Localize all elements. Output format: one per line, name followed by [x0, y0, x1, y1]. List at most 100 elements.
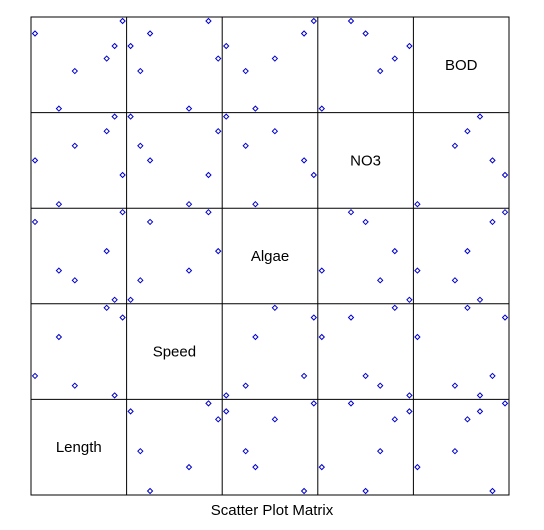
point-algae-vs-bod-4	[476, 296, 484, 304]
point-speed-vs-algae-4	[222, 392, 230, 399]
point-bod-vs-speed-1	[185, 105, 193, 112]
point-algae-vs-bod-0	[489, 218, 496, 226]
point-algae-vs-bod-1	[414, 267, 421, 274]
point-speed-vs-length-0	[31, 372, 39, 380]
point-speed-vs-length-3	[103, 304, 110, 312]
point-bod-vs-speed-4	[127, 42, 134, 50]
point-algae-vs-no3-5	[347, 208, 355, 216]
variable-label-length: Length	[56, 439, 102, 456]
point-speed-vs-algae-2	[242, 382, 249, 389]
point-no3-vs-bod-5	[501, 171, 509, 179]
point-length-vs-bod-3	[464, 416, 471, 423]
point-bod-vs-algae-2	[242, 67, 249, 75]
point-no3-vs-bod-1	[414, 200, 421, 208]
point-length-vs-no3-1	[318, 463, 326, 471]
point-speed-vs-bod-0	[489, 372, 496, 380]
point-bod-vs-no3-2	[376, 67, 384, 75]
point-no3-vs-algae-4	[222, 113, 230, 120]
point-algae-vs-length-5	[119, 208, 126, 216]
point-speed-vs-algae-5	[310, 314, 318, 321]
point-length-vs-no3-0	[362, 487, 369, 495]
point-length-vs-speed-4	[127, 408, 134, 415]
point-algae-vs-no3-1	[318, 267, 326, 274]
variable-label-algae: Algae	[251, 248, 289, 265]
point-algae-vs-length-4	[111, 296, 118, 304]
point-no3-vs-length-5	[119, 171, 126, 179]
point-no3-vs-bod-0	[489, 157, 496, 164]
point-bod-vs-length-5	[119, 17, 126, 25]
point-length-vs-speed-0	[146, 487, 154, 495]
point-bod-vs-speed-3	[214, 55, 222, 62]
scatter-plot-matrix: BOD NO3 Algae Speed Length	[30, 16, 510, 496]
point-bod-vs-no3-5	[347, 17, 355, 25]
point-length-vs-no3-3	[391, 416, 399, 423]
point-no3-vs-bod-4	[476, 113, 484, 120]
point-algae-vs-speed-3	[214, 247, 222, 255]
point-length-vs-speed-3	[214, 416, 222, 423]
point-algae-vs-no3-0	[362, 218, 369, 226]
point-length-vs-no3-2	[376, 447, 384, 455]
point-length-vs-algae-1	[252, 463, 259, 471]
point-no3-vs-speed-5	[205, 171, 212, 179]
point-speed-vs-no3-2	[376, 382, 384, 389]
point-no3-vs-length-1	[55, 200, 63, 208]
point-algae-vs-no3-4	[406, 296, 413, 304]
point-algae-vs-speed-0	[146, 218, 154, 226]
point-speed-vs-length-5	[119, 314, 126, 321]
point-no3-vs-speed-3	[214, 127, 222, 135]
point-bod-vs-length-3	[103, 55, 110, 62]
point-bod-vs-speed-0	[146, 30, 154, 37]
point-speed-vs-length-4	[111, 392, 118, 399]
point-no3-vs-algae-0	[300, 157, 308, 164]
point-length-vs-bod-4	[476, 408, 484, 415]
point-speed-vs-bod-4	[476, 392, 484, 399]
point-length-vs-speed-1	[185, 463, 193, 471]
point-bod-vs-length-4	[111, 42, 118, 50]
point-speed-vs-no3-5	[347, 314, 355, 321]
point-algae-vs-length-2	[71, 277, 79, 284]
point-algae-vs-bod-5	[501, 208, 509, 216]
point-bod-vs-no3-1	[318, 105, 326, 112]
point-speed-vs-length-2	[71, 382, 79, 389]
point-bod-vs-no3-3	[391, 55, 399, 62]
point-no3-vs-speed-4	[127, 113, 134, 120]
point-bod-vs-length-1	[55, 105, 63, 112]
point-no3-vs-bod-2	[451, 142, 459, 150]
point-bod-vs-no3-0	[362, 30, 369, 37]
point-bod-vs-algae-4	[222, 42, 230, 50]
point-length-vs-bod-1	[414, 463, 421, 471]
point-length-vs-algae-2	[242, 447, 249, 455]
point-speed-vs-bod-2	[451, 382, 459, 389]
point-speed-vs-no3-0	[362, 372, 369, 380]
point-speed-vs-length-1	[55, 333, 63, 341]
point-bod-vs-algae-5	[310, 17, 318, 25]
point-algae-vs-speed-2	[137, 277, 144, 284]
point-length-vs-algae-0	[300, 487, 308, 495]
point-length-vs-algae-4	[222, 408, 230, 415]
point-bod-vs-no3-4	[406, 42, 413, 50]
point-speed-vs-bod-3	[464, 304, 471, 312]
point-length-vs-algae-3	[271, 416, 279, 423]
point-algae-vs-speed-4	[127, 296, 134, 304]
point-algae-vs-length-1	[55, 267, 63, 274]
point-speed-vs-no3-1	[318, 333, 326, 341]
point-no3-vs-length-4	[111, 113, 118, 120]
matrix-frame	[30, 16, 510, 496]
point-length-vs-bod-0	[489, 487, 496, 495]
point-speed-vs-bod-1	[414, 333, 421, 341]
point-bod-vs-algae-0	[300, 30, 308, 37]
point-bod-vs-length-0	[31, 30, 39, 37]
chart-title: Scatter Plot Matrix	[210, 502, 334, 519]
variable-label-no3: NO3	[350, 152, 381, 169]
point-no3-vs-length-3	[103, 127, 110, 135]
point-length-vs-no3-5	[347, 400, 355, 407]
point-no3-vs-algae-3	[271, 127, 279, 135]
point-speed-vs-no3-4	[406, 392, 413, 399]
point-algae-vs-length-3	[103, 247, 110, 255]
point-speed-vs-no3-3	[391, 304, 399, 312]
point-algae-vs-bod-2	[451, 277, 459, 284]
point-no3-vs-algae-5	[310, 171, 318, 179]
point-length-vs-bod-5	[501, 400, 509, 407]
point-length-vs-speed-2	[137, 447, 144, 455]
point-algae-vs-speed-5	[205, 208, 212, 216]
